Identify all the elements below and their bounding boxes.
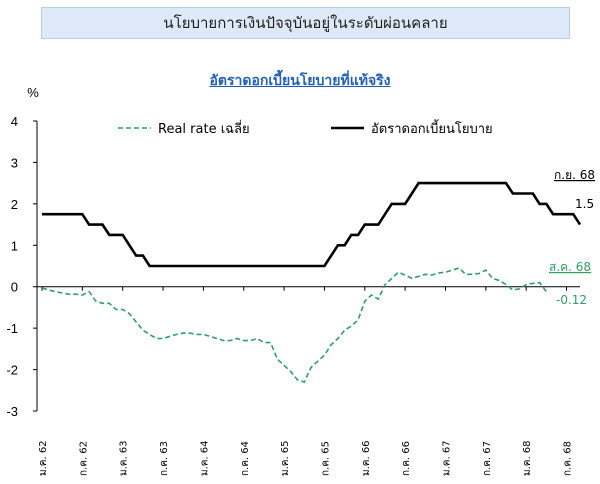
banner-text: นโยบายการเงินปัจจุบันอยู่ในระดับผ่อนคลาย xyxy=(163,14,448,32)
x-tick-label: ม.ค. 64 xyxy=(199,440,210,476)
x-tick-label: ก.ค. 65 xyxy=(320,441,331,476)
chart-title-text: อัตราดอกเบี้ยนโยบายที่แท้จริง xyxy=(209,73,391,89)
chart-legend: Real rate เฉลี่ย อัตราดอกเบี้ยนโยบาย xyxy=(118,119,493,137)
y-tick-label: -2 xyxy=(6,363,18,378)
legend-label-0: Real rate เฉลี่ย xyxy=(158,120,250,137)
annotation-label-1: 1.5 xyxy=(575,197,594,211)
x-tick-label: ก.ค. 63 xyxy=(159,441,170,476)
page-banner: นโยบายการเงินปัจจุบันอยู่ในระดับผ่อนคลาย xyxy=(41,7,570,39)
annotation-label-2: ส.ค. 68 xyxy=(549,260,591,274)
y-tick-label: -1 xyxy=(6,321,18,336)
x-tick-label: ม.ค. 67 xyxy=(442,440,453,476)
chart-annotations: ก.ย. 68 1.5 ส.ค. 68 -0.12 xyxy=(549,168,595,307)
x-tick-label: ม.ค. 68 xyxy=(522,440,533,476)
x-tick-label: ม.ค. 66 xyxy=(361,440,372,476)
y-tick-label: 3 xyxy=(11,155,18,170)
y-tick-label: 2 xyxy=(11,197,18,212)
series-line-0 xyxy=(41,267,548,383)
annotation-label-3: -0.12 xyxy=(556,293,587,307)
x-tick-label: ก.ค. 66 xyxy=(401,441,412,476)
x-tick-label: ม.ค. 62 xyxy=(38,440,49,476)
x-tick-label: ก.ค. 64 xyxy=(240,441,251,476)
y-tick-label: 4 xyxy=(11,114,18,129)
x-tick-label: ก.ค. 62 xyxy=(78,441,89,476)
x-tick-label: ก.ค. 68 xyxy=(563,441,574,476)
y-axis-unit-label: % xyxy=(27,85,39,100)
chart-title: อัตราดอกเบี้ยนโยบายที่แท้จริง xyxy=(0,70,600,92)
x-tick-label: ม.ค. 63 xyxy=(119,440,130,476)
series-line-1 xyxy=(42,181,582,268)
y-tick-label: 0 xyxy=(11,280,18,295)
legend-label-1: อัตราดอกเบี้ยนโยบาย xyxy=(371,119,493,137)
chart-lines xyxy=(41,181,582,383)
x-tick-label: ก.ค. 67 xyxy=(482,441,493,476)
chart-axes: % 4 3 2 1 0 -1 -2 -3 ม.ค. 62 ก.ค. 62 ม.ค. 63 ก.ค. 63… xyxy=(6,85,580,476)
y-tick-label: -3 xyxy=(6,404,18,419)
x-tick-label: ม.ค. 65 xyxy=(280,440,291,476)
y-tick-label: 1 xyxy=(11,238,18,253)
annotation-label-0: ก.ย. 68 xyxy=(554,168,595,182)
